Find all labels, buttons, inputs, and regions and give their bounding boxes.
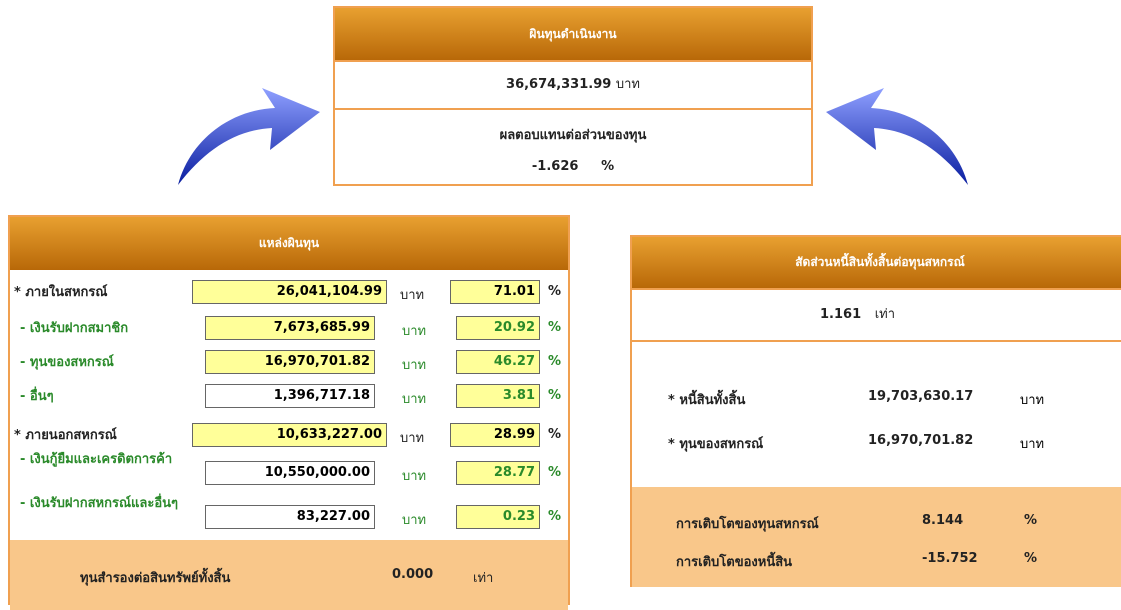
percent-field: 3.81 — [456, 384, 540, 408]
top-panel: ผินทุนดำเนินงาน 36,674,331.99 บาท ผลตอบแ… — [333, 6, 813, 186]
ratio-panel: สัดส่วนหนี้สินทั้งสิ้นต่อทุนสหกรณ์ 1.161… — [630, 235, 1121, 587]
percent-field: 71.01 — [450, 280, 540, 304]
growth-unit: % — [1024, 551, 1038, 566]
ratio-row: 1.161 เท่า — [632, 288, 1121, 342]
percent-field: 28.99 — [450, 423, 540, 447]
footer-label: ทุนสำรองต่อสินทรัพย์ทั้งสิ้น — [80, 571, 231, 586]
amount-unit: บาท — [402, 513, 427, 528]
amount-unit: บาท — [400, 431, 425, 446]
row-label: - เงินรับฝากสหกรณ์และอื่นๆ — [20, 496, 179, 511]
item-value: 19,703,630.17 — [868, 389, 974, 404]
item-unit: บาท — [1020, 437, 1045, 452]
amount-field: 10,633,227.00 — [192, 423, 387, 447]
percent-unit: % — [548, 354, 562, 369]
item-label: * หนี้สินทั้งสิ้น — [668, 393, 746, 408]
amount-unit: บาท — [400, 288, 425, 303]
amount: 36,674,331.99 — [506, 77, 612, 92]
footer-unit: เท่า — [473, 571, 494, 586]
row-label: * ภายในสหกรณ์ — [14, 285, 108, 300]
amount-unit: บาท — [402, 392, 427, 407]
percent-field: 46.27 — [456, 350, 540, 374]
percent-unit: % — [548, 509, 562, 524]
top-title: ผินทุนดำเนินงาน — [335, 8, 811, 60]
growth-value: -15.752 — [922, 551, 978, 566]
sources-panel: แหล่งผินทุน ทุนสำรองต่อสินทรัพย์ทั้งสิ้น… — [8, 215, 570, 610]
amount-field: 83,227.00 — [205, 505, 375, 529]
percent-unit: % — [548, 427, 562, 442]
percent-field: 20.92 — [456, 316, 540, 340]
percent-unit: % — [548, 320, 562, 335]
growth-area — [632, 487, 1121, 587]
growth-unit: % — [1024, 513, 1038, 528]
ratio-value: 1.161 — [820, 307, 862, 322]
amount-unit: บาท — [402, 358, 427, 373]
ratio-title: สัดส่วนหนี้สินทั้งสิ้นต่อทุนสหกรณ์ — [632, 237, 1121, 288]
row-label: - เงินรับฝากสมาชิก — [20, 321, 129, 336]
row-label: - ทุนของสหกรณ์ — [20, 355, 114, 370]
amount-field: 1,396,717.18 — [205, 384, 375, 408]
item-label: * ทุนของสหกรณ์ — [668, 437, 764, 452]
growth-label: การเติบโตของทุนสหกรณ์ — [676, 517, 819, 532]
roe-label: ผลตอบแทนต่อส่วนของทุน — [499, 128, 647, 143]
percent-unit: % — [548, 284, 562, 299]
roe-unit: % — [601, 159, 615, 174]
item-unit: บาท — [1020, 393, 1045, 408]
percent-unit: % — [548, 465, 562, 480]
row-label: - อื่นๆ — [20, 389, 54, 404]
footer-value: 0.000 — [392, 567, 434, 582]
roe-row: -1.626 % — [335, 145, 811, 174]
amount-field: 16,970,701.82 — [205, 350, 375, 374]
amount-field: 26,041,104.99 — [192, 280, 387, 304]
unit: บาท — [615, 77, 640, 92]
amount-unit: บาท — [402, 469, 427, 484]
item-value: 16,970,701.82 — [868, 433, 974, 448]
sources-title: แหล่งผินทุน — [10, 217, 568, 270]
row-label: * ภายนอกสหกรณ์ — [14, 428, 117, 443]
row-label: - เงินกู้ยืมและเครดิตการค้า — [20, 452, 173, 467]
ratio-unit: เท่า — [874, 307, 896, 322]
percent-field: 0.23 — [456, 505, 540, 529]
sources-footer: ทุนสำรองต่อสินทรัพย์ทั้งสิ้น 0.000 เท่า — [10, 540, 568, 610]
amount-row: 36,674,331.99 บาท — [335, 60, 811, 110]
amount-field: 10,550,000.00 — [205, 461, 375, 485]
arrow-right — [826, 88, 968, 185]
amount-unit: บาท — [402, 324, 427, 339]
roe-value: -1.626 — [531, 159, 579, 174]
growth-value: 8.144 — [922, 513, 964, 528]
arrow-left — [178, 88, 320, 185]
growth-label: การเติบโตของหนี้สิน — [676, 555, 793, 570]
percent-field: 28.77 — [456, 461, 540, 485]
percent-unit: % — [548, 388, 562, 403]
amount-field: 7,673,685.99 — [205, 316, 375, 340]
